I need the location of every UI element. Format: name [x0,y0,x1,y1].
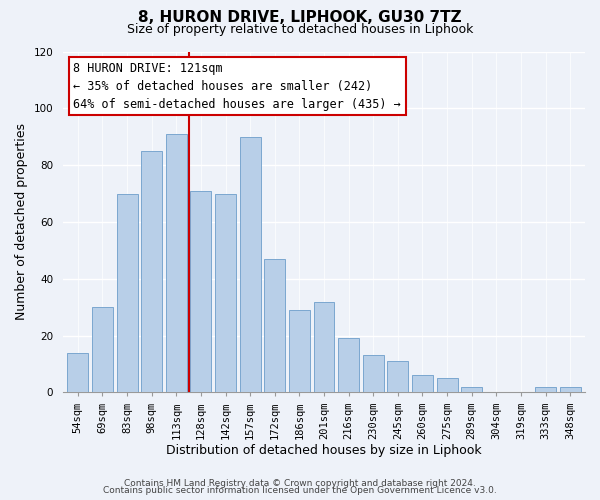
Bar [166,134,187,392]
Text: Contains HM Land Registry data © Crown copyright and database right 2024.: Contains HM Land Registry data © Crown c… [124,478,476,488]
Text: 8 HURON DRIVE: 121sqm
← 35% of detached houses are smaller (242)
64% of semi-det: 8 HURON DRIVE: 121sqm ← 35% of detached … [73,62,401,110]
Bar [190,190,211,392]
Bar [289,310,310,392]
Bar [314,302,334,392]
Text: 8, HURON DRIVE, LIPHOOK, GU30 7TZ: 8, HURON DRIVE, LIPHOOK, GU30 7TZ [138,10,462,25]
Bar [265,259,285,392]
Bar [461,386,482,392]
Bar [338,338,359,392]
Bar [92,307,113,392]
Bar [412,376,433,392]
Text: Contains public sector information licensed under the Open Government Licence v3: Contains public sector information licen… [103,486,497,495]
Text: Size of property relative to detached houses in Liphook: Size of property relative to detached ho… [127,22,473,36]
Bar [67,352,88,393]
Bar [239,136,260,392]
Bar [363,356,384,393]
Bar [116,194,137,392]
Bar [141,151,162,392]
Bar [215,194,236,392]
Bar [560,386,581,392]
Bar [437,378,458,392]
Y-axis label: Number of detached properties: Number of detached properties [15,124,28,320]
Bar [388,361,409,392]
Bar [535,386,556,392]
X-axis label: Distribution of detached houses by size in Liphook: Distribution of detached houses by size … [166,444,482,458]
